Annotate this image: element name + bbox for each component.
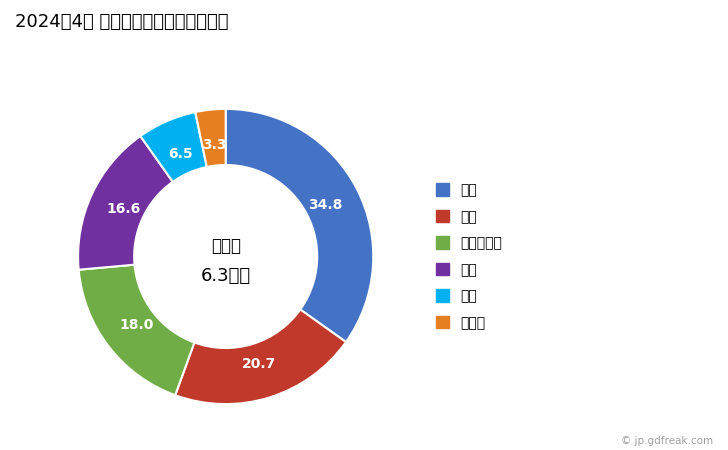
Text: 16.6: 16.6 <box>107 202 141 216</box>
Text: 3.3: 3.3 <box>202 138 226 152</box>
Text: 34.8: 34.8 <box>308 198 343 212</box>
Text: 18.0: 18.0 <box>119 318 154 332</box>
Wedge shape <box>78 136 173 270</box>
Wedge shape <box>141 112 207 182</box>
Wedge shape <box>226 109 373 342</box>
Wedge shape <box>175 310 346 404</box>
Text: 総　額: 総 額 <box>210 237 241 255</box>
Legend: 中国, 韓国, フィリピン, 台湾, タイ, その他: 中国, 韓国, フィリピン, 台湾, タイ, その他 <box>435 183 502 330</box>
Text: 2024年4月 輸出相手国のシェア（％）: 2024年4月 輸出相手国のシェア（％） <box>15 14 228 32</box>
Wedge shape <box>79 265 194 395</box>
Text: 6.5: 6.5 <box>168 147 193 161</box>
Text: © jp.gdfreak.com: © jp.gdfreak.com <box>621 436 713 446</box>
Text: 20.7: 20.7 <box>242 356 276 371</box>
Text: 6.3億円: 6.3億円 <box>201 267 250 285</box>
Wedge shape <box>195 109 226 167</box>
